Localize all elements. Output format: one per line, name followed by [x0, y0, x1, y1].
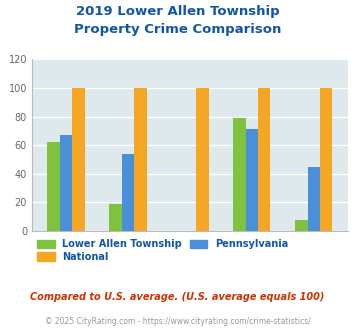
Bar — [320, 88, 332, 231]
Bar — [308, 167, 320, 231]
Bar — [233, 118, 246, 231]
Bar — [196, 88, 208, 231]
Bar — [134, 88, 147, 231]
Bar — [72, 88, 84, 231]
Text: © 2025 CityRating.com - https://www.cityrating.com/crime-statistics/: © 2025 CityRating.com - https://www.city… — [45, 317, 310, 326]
Bar — [295, 219, 308, 231]
Bar — [122, 154, 134, 231]
Text: Compared to U.S. average. (U.S. average equals 100): Compared to U.S. average. (U.S. average … — [30, 292, 325, 302]
Legend: Lower Allen Township, National, Pennsylvania: Lower Allen Township, National, Pennsylv… — [33, 235, 293, 266]
Bar — [60, 135, 72, 231]
Text: Property Crime Comparison: Property Crime Comparison — [74, 23, 281, 36]
Bar — [258, 88, 271, 231]
Bar — [48, 142, 60, 231]
Bar — [246, 129, 258, 231]
Bar — [109, 204, 122, 231]
Text: 2019 Lower Allen Township: 2019 Lower Allen Township — [76, 5, 279, 18]
